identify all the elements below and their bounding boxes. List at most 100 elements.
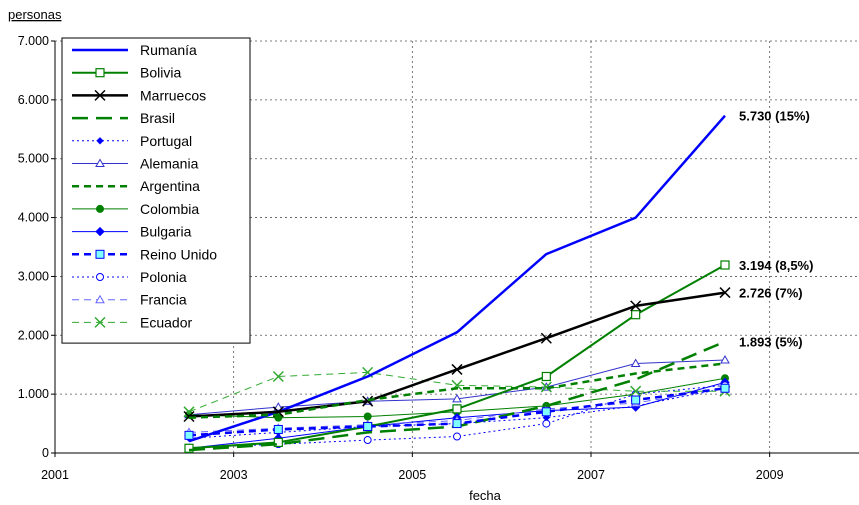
marker-square <box>184 430 194 440</box>
marker-x-stroke <box>94 89 106 101</box>
marker-triangle <box>452 393 462 403</box>
data-annotation: 3.194 (8,5%) <box>739 258 813 273</box>
marker-x-stroke <box>362 395 374 407</box>
data-annotation: 1.893 (5%) <box>739 335 803 350</box>
y-unit-label: personas <box>8 7 62 22</box>
y-tick-label: 1.000 <box>18 387 49 401</box>
marker-triangle <box>273 402 284 411</box>
legend-label: Marruecos <box>140 87 206 103</box>
marker-square <box>631 310 641 320</box>
legend-label: Argentina <box>140 178 200 194</box>
x-tick-label: 2009 <box>756 468 784 482</box>
legend-item: Alemania <box>72 156 199 172</box>
marker-square <box>452 404 462 414</box>
legend-label: Brasil <box>140 110 175 126</box>
x-tick-label: 2003 <box>220 468 248 482</box>
marker-square <box>95 68 105 78</box>
grid <box>55 40 859 453</box>
legend-item: Marruecos <box>72 87 206 103</box>
legend-label: Bulgaria <box>140 224 192 240</box>
marker-square <box>720 383 730 393</box>
marker-x-stroke <box>540 381 552 393</box>
marker-diamond <box>95 226 105 237</box>
marker-circle <box>96 204 104 213</box>
x-tick-label: 2001 <box>41 468 69 482</box>
marker-x-stroke <box>540 332 552 344</box>
marker-x <box>630 385 642 397</box>
axes: 0 1.000 2.000 3.000 4.000 5.000 6.000 7.000 2001… <box>18 34 859 482</box>
marker-x <box>540 332 552 344</box>
marker-circle <box>453 432 461 441</box>
legend-item: Francia <box>72 292 187 308</box>
legend-item: Argentina <box>72 178 200 194</box>
legend-label: Colombia <box>140 201 199 217</box>
marker-triangle <box>95 158 105 167</box>
marker-x <box>94 89 106 101</box>
legend-item: Reino Unido <box>72 246 217 262</box>
marker-square <box>273 424 283 434</box>
marker-square <box>273 437 283 448</box>
marker-x <box>630 300 642 312</box>
legend-item: Bulgaria <box>72 224 192 240</box>
legend-item: Ecuador <box>72 314 192 330</box>
legend-label: Bolivia <box>140 65 181 81</box>
marker-diamond <box>96 137 104 145</box>
legend-item: Bolivia <box>72 65 181 81</box>
legend-item: Rumanía <box>72 42 197 58</box>
marker-circle <box>542 419 551 428</box>
marker-square <box>452 419 462 429</box>
marker-x-stroke <box>362 366 374 378</box>
marker-square <box>541 407 551 417</box>
marker-x-stroke <box>94 316 106 328</box>
x-tick-label: 2005 <box>398 468 426 482</box>
y-tick-label: 0 <box>42 446 49 460</box>
marker-square <box>95 249 105 259</box>
legend-label: Francia <box>140 292 187 308</box>
series-bolivia <box>184 260 730 453</box>
data-annotation: 5.730 (15%) <box>739 109 810 124</box>
y-tick-label: 3.000 <box>18 269 49 283</box>
marker-square <box>720 260 730 270</box>
legend-label: Reino Unido <box>140 246 217 262</box>
legend-box <box>61 37 251 344</box>
legend-label: Rumanía <box>140 42 197 58</box>
marker-circle <box>363 436 372 445</box>
y-tick-label: 6.000 <box>18 93 49 107</box>
marker-triangle <box>95 294 105 304</box>
marker-square <box>184 443 194 453</box>
series-layer <box>183 114 731 453</box>
x-tick-label: 2007 <box>577 468 605 482</box>
x-axis-label: fecha <box>469 488 502 503</box>
marker-x <box>451 363 463 375</box>
marker-triangle <box>720 354 730 364</box>
marker-x-stroke <box>719 287 731 299</box>
legend-label: Polonia <box>140 269 187 285</box>
legend-label: Alemania <box>140 156 199 172</box>
y-tick-label: 4.000 <box>18 211 49 225</box>
marker-circle <box>363 412 372 421</box>
data-annotation: 2.726 (7%) <box>739 286 803 301</box>
legend-item: Portugal <box>72 133 192 149</box>
legend-item: Polonia <box>72 269 187 285</box>
y-tick-label: 5.000 <box>18 152 49 166</box>
series-reino-unido <box>184 383 730 440</box>
legend-label: Ecuador <box>140 314 192 330</box>
y-tick-label: 7.000 <box>18 34 49 48</box>
legend-item: Brasil <box>72 110 175 126</box>
marker-x <box>272 370 284 383</box>
marker-x <box>719 287 731 299</box>
legend-item: Colombia <box>72 201 199 217</box>
legend: Rumanía Bolivia Marruecos Brasil Portugal Ale… <box>61 37 251 344</box>
marker-x-stroke <box>630 385 642 397</box>
marker-square <box>631 395 641 405</box>
annotation-layer: 5.730 (15%) 3.194 (8,5%) 2.726 (7%) 1.893 (… <box>739 109 813 350</box>
marker-x-stroke <box>630 300 642 312</box>
marker-square <box>541 371 551 382</box>
series-argentina <box>188 362 726 419</box>
marker-x <box>94 316 106 328</box>
marker-triangle <box>630 358 641 368</box>
y-tick-label: 2.000 <box>18 328 49 342</box>
marker-x-stroke <box>272 370 284 383</box>
marker-square <box>363 422 373 432</box>
